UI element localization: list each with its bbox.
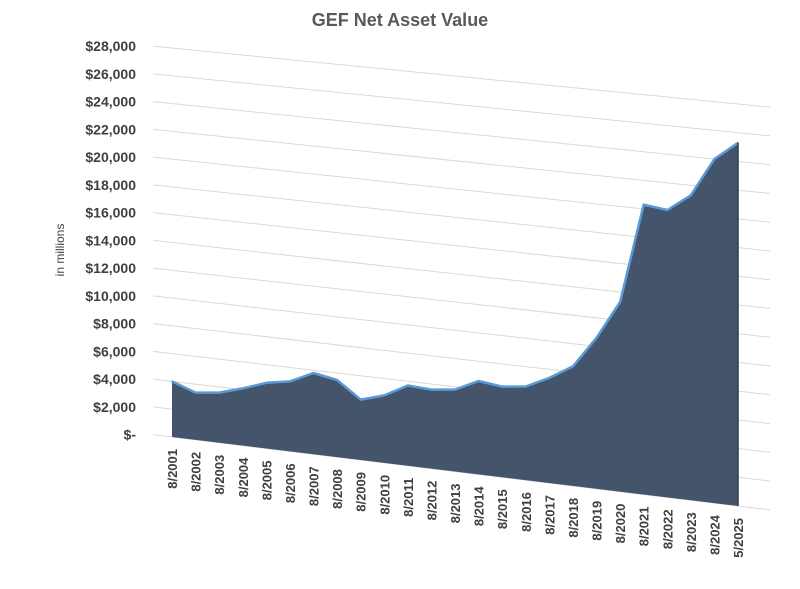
x-tick-label: 8/2008 (330, 469, 345, 509)
x-tick-label: 5/2025 (731, 518, 746, 558)
y-tick-label: $22,000 (85, 121, 136, 137)
data-point (407, 384, 409, 387)
data-point (336, 379, 338, 381)
x-tick-label: 8/2001 (165, 449, 180, 489)
data-point (218, 391, 220, 394)
x-tick-label: 8/2002 (189, 452, 204, 492)
y-tick-label: $28,000 (85, 38, 136, 54)
y-tick-label: $- (124, 427, 137, 443)
x-tick-label: 8/2019 (590, 501, 605, 541)
x-tick-label: 8/2024 (707, 514, 722, 555)
x-tick-label: 8/2014 (472, 486, 487, 527)
x-tick-label: 8/2011 (401, 478, 416, 517)
y-tick-label: $2,000 (93, 399, 136, 415)
x-tick-label: 8/2017 (542, 495, 557, 535)
y-tick-label: $12,000 (85, 260, 136, 276)
y-axis-ticks: $- $2,000 $4,000 $6,000 $8,000 $10,000 $12,000… (85, 38, 136, 443)
data-point (171, 380, 173, 383)
y-tick-label: $14,000 (85, 232, 136, 248)
y-tick-label: $4,000 (93, 371, 136, 387)
data-point (548, 377, 551, 379)
data-point (619, 301, 621, 303)
data-point (359, 398, 362, 401)
data-point (289, 380, 291, 383)
x-tick-label: 8/2015 (495, 489, 510, 529)
y-tick-label: $24,000 (85, 94, 136, 110)
data-point (713, 158, 716, 160)
x-tick-label: 8/2003 (212, 455, 227, 495)
data-point (383, 394, 386, 397)
data-point (265, 382, 268, 384)
gridline (152, 128, 771, 194)
x-tick-label: 8/2016 (519, 492, 534, 532)
data-point (690, 194, 692, 197)
y-tick-label: $26,000 (85, 66, 136, 82)
data-point (666, 209, 669, 211)
y-tick-label: $10,000 (85, 288, 136, 304)
data-point (477, 380, 480, 382)
gridline (152, 101, 771, 166)
x-tick-label: 8/2012 (424, 481, 439, 521)
data-point (312, 372, 315, 374)
gridline (152, 73, 771, 137)
data-point (525, 385, 527, 388)
y-axis-label: in millions (53, 224, 67, 277)
data-point (242, 387, 244, 390)
x-tick-label: 8/2018 (566, 498, 581, 538)
x-tick-label: 8/2022 (660, 509, 675, 549)
chart-title: GEF Net Asset Value (311, 10, 489, 30)
y-tick-label: $20,000 (85, 149, 136, 165)
x-tick-label: 8/2020 (613, 504, 628, 544)
x-tick-label: 8/2005 (259, 461, 274, 501)
x-tick-label: 8/2023 (684, 512, 699, 552)
data-point (572, 365, 574, 368)
data-point (501, 385, 504, 388)
x-tick-label: 8/2006 (283, 463, 298, 503)
y-tick-label: $6,000 (93, 343, 136, 359)
x-axis-ticks: 8/2001 8/2002 8/2003 8/2004 8/2005 8/2006 8/20… (165, 449, 746, 558)
y-tick-label: $16,000 (85, 205, 136, 221)
x-tick-label: 8/2021 (637, 507, 652, 547)
x-tick-label: 8/2010 (377, 475, 392, 515)
y-tick-label: $8,000 (93, 316, 136, 332)
area-series (171, 141, 739, 507)
gridline (152, 45, 771, 108)
area-fill (172, 142, 738, 507)
data-point (194, 391, 197, 394)
data-point (595, 337, 598, 339)
y-tick-label: $18,000 (85, 177, 136, 193)
data-point (454, 388, 456, 391)
x-tick-label: 8/2009 (354, 472, 369, 512)
data-point (430, 388, 433, 391)
x-tick-label: 8/2004 (236, 457, 251, 498)
data-point (642, 203, 645, 206)
x-tick-label: 8/2007 (307, 466, 322, 506)
x-tick-label: 8/2013 (448, 484, 463, 524)
